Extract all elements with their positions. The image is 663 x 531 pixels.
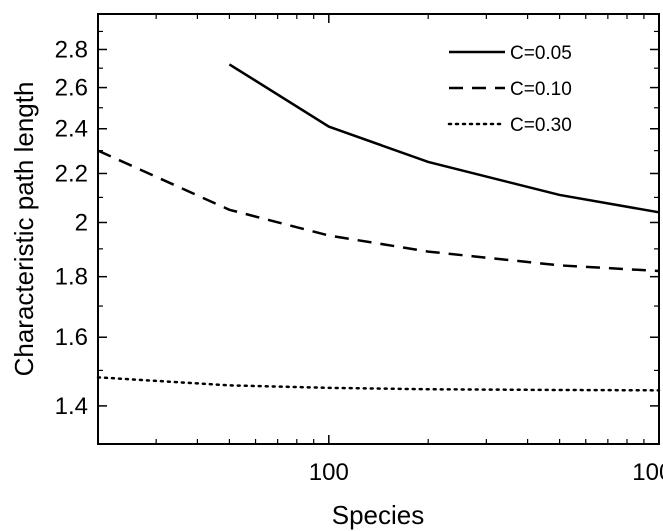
legend: C=0.05 C=0.10 C=0.30 [447,43,572,136]
plot-series [96,63,661,392]
axis-ticks: 100 1000 1.4 1.6 1.8 2 2.2 2.4 2.6 2.8 [55,13,663,486]
y-tick-label: 2.6 [55,75,88,102]
y-tick-label: 2.2 [55,160,88,187]
plot-frame [97,13,660,445]
y-tick-label: 1.4 [55,393,88,420]
y-tick-label: 2 [75,209,88,236]
y-tick-label: 1.8 [55,264,88,291]
x-tick-label: 1000 [632,459,663,486]
legend-label-1: C=0.05 [510,43,572,64]
legend-label-2: C=0.10 [510,79,572,100]
x-axis-title: Species [332,500,425,530]
legend-label-3: C=0.30 [510,115,572,136]
y-axis-title: Characteristic path length [9,82,39,377]
series-line-1 [228,63,660,214]
y-tick-label: 1.6 [55,324,88,351]
y-tick-label: 2.4 [55,116,88,143]
y-tick-label: 2.8 [55,36,88,63]
x-tick-label: 100 [309,459,349,486]
series-line-2 [97,149,660,273]
series-line-3 [96,376,661,392]
